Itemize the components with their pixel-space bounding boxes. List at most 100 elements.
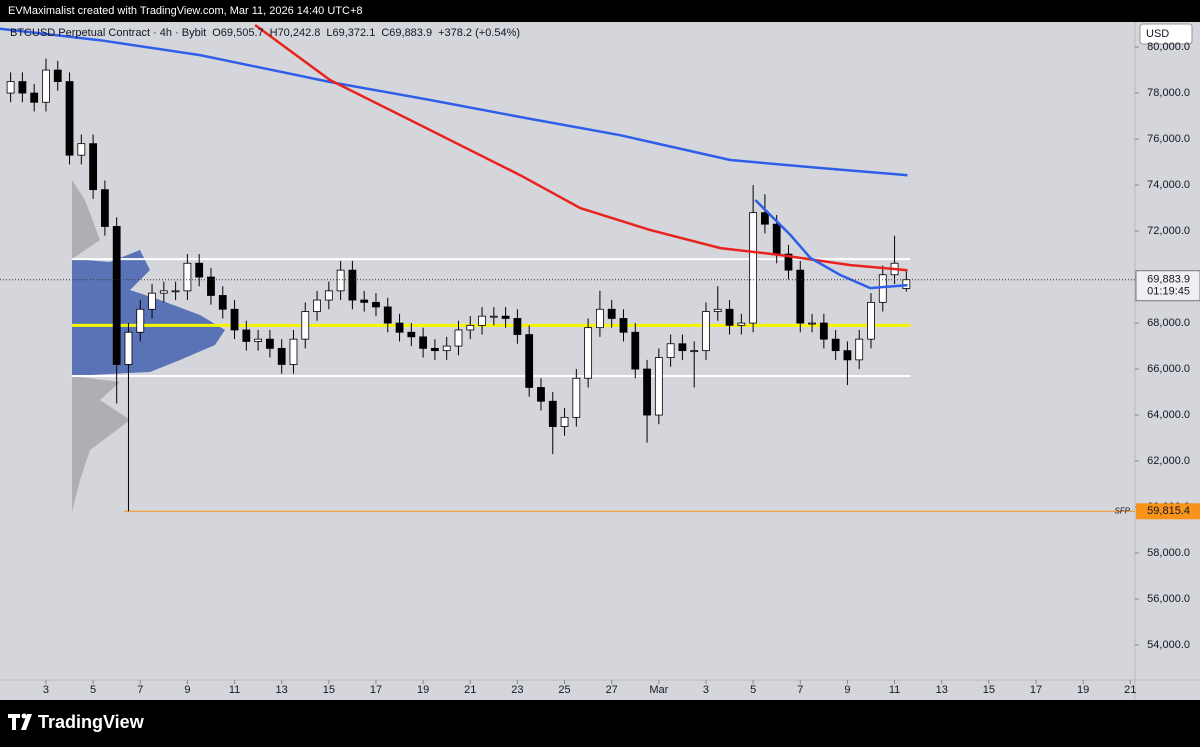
candle-body [454, 329, 463, 347]
y-tick-label: 66,000.0 [1147, 363, 1190, 375]
candle-body [431, 347, 439, 352]
y-tick-label: 78,000.0 [1147, 87, 1190, 99]
ohlc-high: H70,242.8 [270, 27, 321, 39]
ohlc-low: L69,372.1 [326, 27, 375, 39]
candle-body [831, 338, 840, 352]
y-tick-label: 68,000.0 [1147, 317, 1190, 329]
currency-button[interactable] [1139, 23, 1193, 45]
candle-body [360, 299, 369, 303]
x-tick-label: 3 [43, 684, 49, 696]
candle-body [666, 343, 675, 358]
candle-body [596, 308, 604, 329]
countdown: 01:19:45 [1147, 286, 1190, 298]
ohlc-change: +378.2 (+0.54%) [438, 27, 520, 39]
y-tick-label: 54,000.0 [1147, 639, 1190, 651]
candle-body [478, 315, 486, 326]
ohlc-open: O69,505.7 [212, 27, 263, 39]
y-tick-label: 56,000.0 [1147, 593, 1190, 605]
candle-body [53, 69, 62, 82]
x-tick-label: 25 [558, 684, 570, 696]
y-tick-label: 80,000.0 [1147, 41, 1190, 53]
candle-body [749, 212, 758, 324]
y-tick-label: 62,000.0 [1147, 455, 1190, 467]
candle-body [277, 347, 286, 365]
candle-body [725, 308, 734, 326]
candle-body [772, 223, 781, 255]
price-tag [1136, 503, 1200, 520]
x-tick-label: 17 [370, 684, 382, 696]
x-tick-label: Mar [649, 684, 668, 696]
x-tick-label: 19 [417, 684, 429, 696]
candle-body [77, 143, 86, 156]
x-tick-label: 17 [1030, 684, 1042, 696]
y-tick-label: 76,000.0 [1147, 133, 1190, 145]
candle-body [183, 262, 192, 292]
candle-body [242, 329, 251, 342]
candle-body [513, 318, 522, 335]
y-tick-label: 72,000.0 [1147, 225, 1190, 237]
x-tick-label: 7 [797, 684, 803, 696]
chart-background [0, 22, 1200, 700]
brand: TradingView [38, 712, 145, 732]
candle-body [690, 350, 699, 353]
x-tick-label: 13 [276, 684, 288, 696]
last-price-label: 69,883.9 [1147, 274, 1190, 286]
x-tick-label: 15 [323, 684, 335, 696]
candle-body [442, 345, 451, 352]
x-tick-label: 11 [229, 684, 240, 696]
x-tick-label: 9 [184, 684, 190, 696]
y-tick-label: 74,000.0 [1147, 179, 1190, 191]
candle-body [548, 400, 557, 427]
candle-body [148, 292, 156, 310]
candle-body [301, 311, 310, 340]
last-price-tag [1135, 270, 1200, 302]
x-tick-label: 7 [137, 684, 143, 696]
candle-body [501, 315, 510, 319]
attribution: EVMaximalist created with TradingView.co… [8, 5, 363, 17]
x-tick-label: 23 [511, 684, 523, 696]
candle-body [843, 350, 852, 361]
candle-body [89, 143, 98, 191]
candle-body [796, 269, 805, 324]
candle-body [207, 276, 215, 296]
candle-body [761, 212, 769, 225]
candle-body [100, 189, 109, 227]
candle-body [619, 318, 628, 333]
candle-body [466, 324, 475, 331]
candle-body [112, 226, 121, 365]
candle-body [607, 308, 616, 319]
volume-profile [72, 180, 225, 512]
candle-body [702, 311, 710, 352]
candle-body [42, 69, 50, 103]
indicator-line [754, 199, 908, 290]
price-tag-label: 59,815.4 [1147, 505, 1190, 517]
candle-body [737, 322, 746, 326]
candle-body [313, 299, 321, 312]
candle-body [643, 368, 651, 416]
candle-body [631, 331, 640, 370]
candle-body [171, 290, 180, 293]
indicator-line [0, 27, 908, 177]
x-tick-label: 5 [90, 684, 96, 696]
candle-body [218, 295, 227, 310]
y-tick-label: 58,000.0 [1147, 547, 1190, 559]
candle-body [324, 290, 333, 301]
y-tick-label: 64,000.0 [1147, 409, 1190, 421]
currency: USD [1146, 28, 1169, 40]
candle-body [525, 334, 534, 388]
symbol: BTCUSD Perpetual Contract · 4h · Bybit [10, 27, 206, 39]
candle-body [560, 416, 569, 427]
candle-body [266, 338, 274, 349]
x-tick-label: 19 [1077, 684, 1089, 696]
candle-body [159, 290, 168, 294]
candle-body [654, 357, 663, 416]
x-tick-label: 15 [983, 684, 995, 696]
candle-body [6, 81, 15, 94]
candle-body [395, 322, 404, 333]
candle-body [878, 274, 887, 303]
top-bar [0, 0, 1200, 22]
candle-body [230, 308, 239, 331]
candle-body [407, 331, 416, 338]
